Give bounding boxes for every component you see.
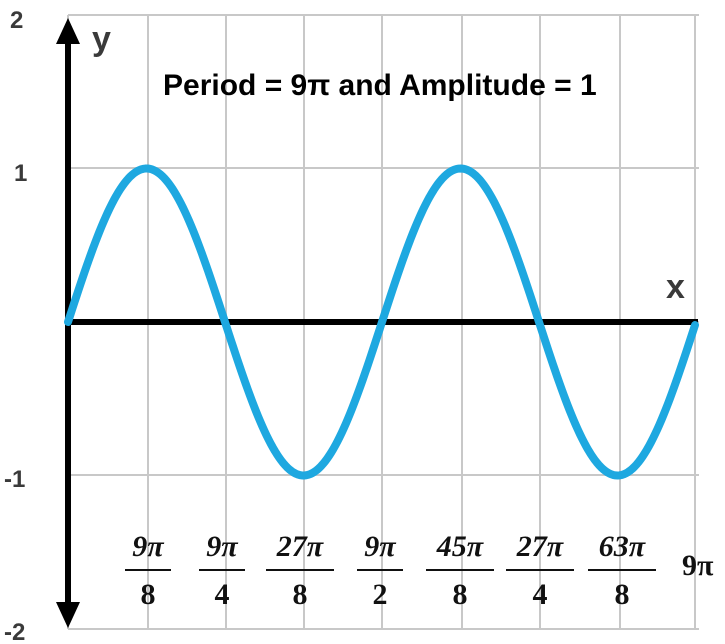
y-axis-arrow-down — [56, 602, 80, 628]
x-tick-denominator: 2 — [373, 578, 388, 611]
sine-curve — [64, 164, 699, 480]
x-tick-denominator: 4 — [533, 578, 548, 611]
x-tick-numerator: 45π — [436, 530, 484, 563]
x-tick-denominator: 8 — [293, 578, 308, 611]
x-tick-numerator: 9π — [206, 530, 238, 563]
curve-layer — [64, 164, 699, 480]
x-tick-denominator: 8 — [141, 578, 156, 611]
x-tick-label: 9π8 — [125, 530, 171, 611]
x-axis-label: x — [666, 268, 685, 306]
x-tick-denominator: 4 — [215, 578, 230, 611]
x-tick-label: 9π4 — [199, 530, 245, 611]
y-axis-label: y — [92, 20, 111, 58]
y-axis-arrow-up — [56, 18, 80, 44]
x-tick-label: 9π — [682, 549, 714, 582]
x-tick-numerator: 9π — [132, 530, 164, 563]
x-tick-label: 9π2 — [357, 530, 403, 611]
x-tick-numerator: 27π — [516, 530, 564, 563]
x-tick-numerator: 9π — [364, 530, 396, 563]
y-tick-label: 1 — [14, 160, 27, 187]
y-tick-label: -1 — [4, 466, 25, 493]
x-tick-denominator: 8 — [453, 578, 468, 611]
x-tick-numerator: 63π — [599, 530, 646, 563]
y-tick-label: 2 — [10, 7, 23, 34]
x-tick-numerator: 27π — [276, 530, 324, 563]
x-tick-denominator: 8 — [615, 578, 630, 611]
y-tick-label: -2 — [4, 619, 25, 644]
chart-title: Period = 9π and Amplitude = 1 — [163, 69, 597, 102]
